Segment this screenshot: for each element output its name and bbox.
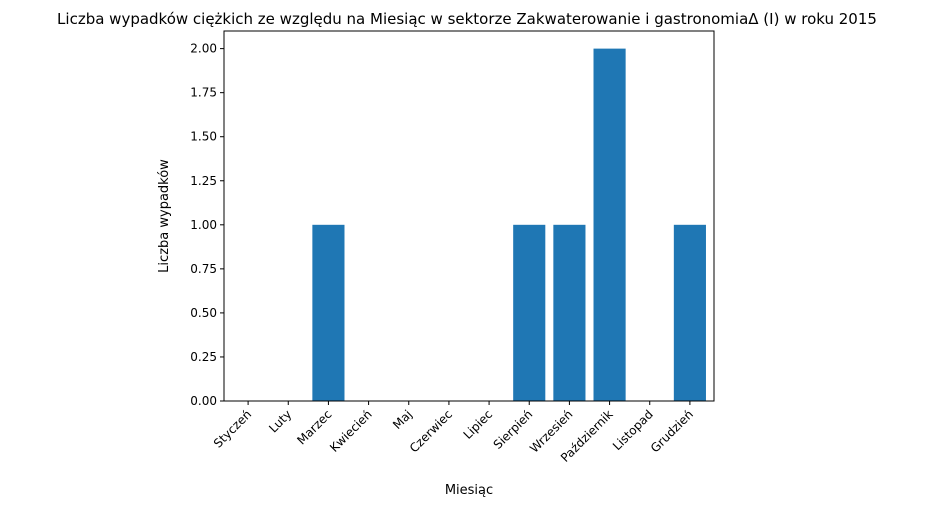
bar-11	[673, 224, 706, 401]
x-tick-label: Grudzień	[648, 407, 696, 455]
y-tick-label: 1.00	[190, 218, 217, 232]
x-tick-label: Luty	[266, 407, 294, 435]
y-tick-label: 1.50	[190, 130, 217, 144]
bar-7	[513, 224, 546, 401]
x-tick-label: Lipiec	[461, 407, 496, 442]
x-tick-label: Kwiecień	[327, 407, 375, 455]
y-tick-label: 2.00	[190, 42, 217, 56]
plot-frame	[223, 30, 715, 402]
y-axis: 0.00 0.25 0.50 0.75 1.00 1.25 1.50 1.75 2.00	[190, 42, 224, 408]
x-tick-label: Czerwiec	[407, 407, 455, 455]
x-axis-label: Miesiąc	[445, 483, 493, 498]
bars-group	[312, 48, 706, 401]
y-tick-label: 0.50	[190, 306, 217, 320]
bar-9	[593, 48, 626, 401]
y-tick-label: 1.25	[190, 174, 217, 188]
y-tick-label: 0.75	[190, 262, 217, 276]
bar-2	[312, 224, 345, 401]
y-tick-label: 0.00	[190, 394, 217, 408]
chart-title: Liczba wypadków ciężkich ze względu na M…	[57, 10, 877, 28]
y-axis-label: Liczba wypadków	[157, 159, 172, 273]
y-tick-label: 1.75	[190, 86, 217, 100]
y-tick-label: 0.25	[190, 350, 217, 364]
bar-8	[553, 224, 586, 401]
x-tick-label: Maj	[390, 407, 415, 432]
x-tick-label: Marzec	[294, 407, 334, 447]
x-tick-label: Styczeń	[211, 407, 254, 450]
